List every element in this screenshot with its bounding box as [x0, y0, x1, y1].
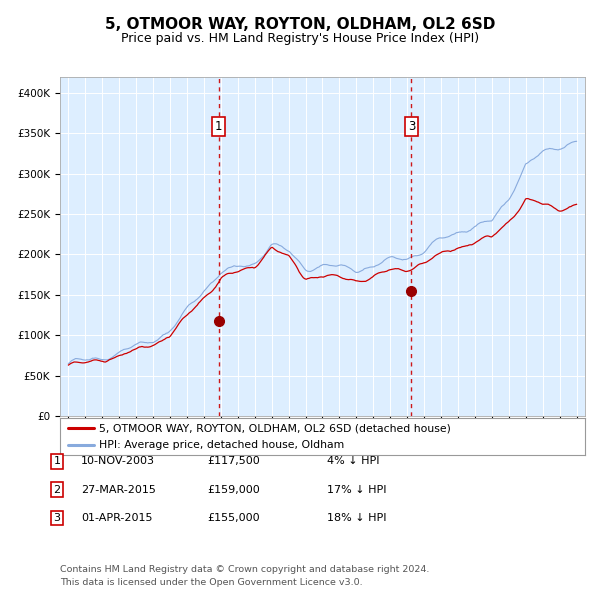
Text: 4% ↓ HPI: 4% ↓ HPI [327, 457, 380, 466]
Text: Contains HM Land Registry data © Crown copyright and database right 2024.
This d: Contains HM Land Registry data © Crown c… [60, 565, 430, 587]
Text: 18% ↓ HPI: 18% ↓ HPI [327, 513, 386, 523]
Text: 1: 1 [215, 120, 223, 133]
Text: 5, OTMOOR WAY, ROYTON, OLDHAM, OL2 6SD: 5, OTMOOR WAY, ROYTON, OLDHAM, OL2 6SD [105, 17, 495, 31]
Text: 2: 2 [53, 485, 61, 494]
Text: 17% ↓ HPI: 17% ↓ HPI [327, 485, 386, 494]
Text: 3: 3 [53, 513, 61, 523]
Text: 10-NOV-2003: 10-NOV-2003 [81, 457, 155, 466]
Text: 27-MAR-2015: 27-MAR-2015 [81, 485, 156, 494]
Text: 5, OTMOOR WAY, ROYTON, OLDHAM, OL2 6SD (detached house): 5, OTMOOR WAY, ROYTON, OLDHAM, OL2 6SD (… [100, 424, 451, 433]
Text: 01-APR-2015: 01-APR-2015 [81, 513, 152, 523]
Text: 1: 1 [53, 457, 61, 466]
Text: £117,500: £117,500 [207, 457, 260, 466]
Text: 3: 3 [408, 120, 415, 133]
Text: Price paid vs. HM Land Registry's House Price Index (HPI): Price paid vs. HM Land Registry's House … [121, 32, 479, 45]
Text: £155,000: £155,000 [207, 513, 260, 523]
Text: HPI: Average price, detached house, Oldham: HPI: Average price, detached house, Oldh… [100, 441, 344, 450]
Text: £159,000: £159,000 [207, 485, 260, 494]
